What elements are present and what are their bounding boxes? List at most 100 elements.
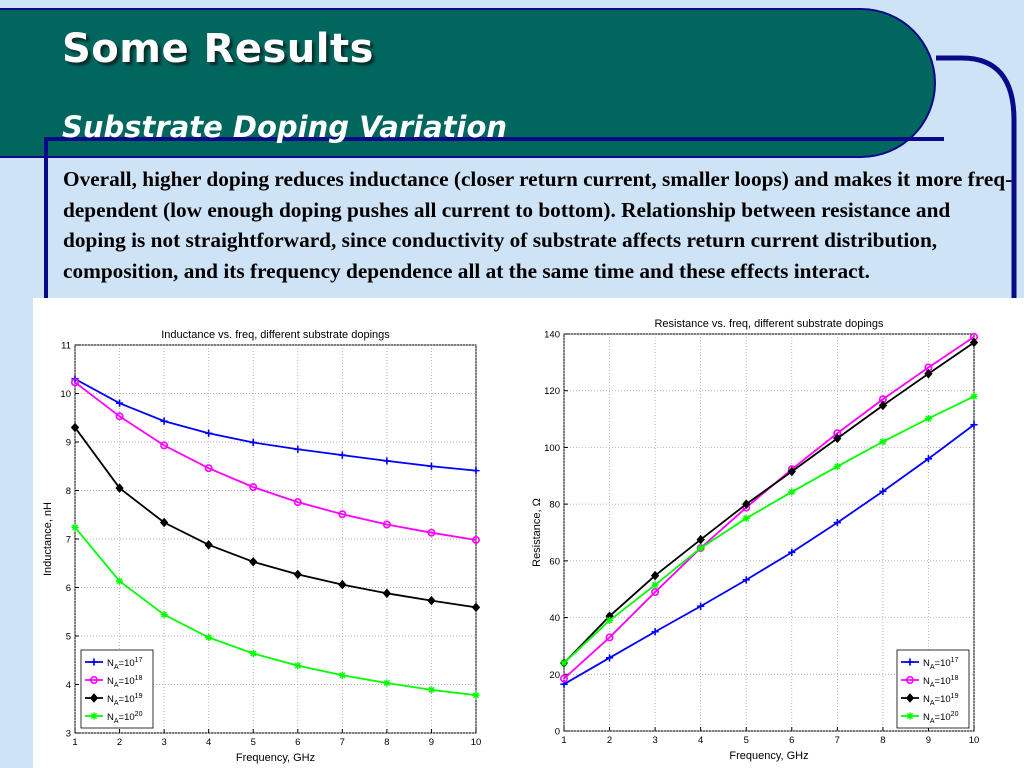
x-tick-label: 9 (429, 737, 434, 748)
series-line (74, 426, 477, 609)
data-point-circle (559, 674, 568, 683)
x-tick-label: 2 (607, 735, 612, 746)
data-point-star (338, 671, 346, 679)
x-tick-label: 6 (295, 737, 300, 748)
data-point-circle (382, 520, 391, 529)
x-tick-label: 7 (835, 735, 840, 746)
data-point-diamond (905, 693, 915, 703)
data-point-star (560, 659, 568, 667)
x-tick-label: 1 (72, 737, 77, 748)
series-line (74, 378, 477, 472)
series-17 (71, 375, 480, 475)
y-tick-label: 9 (66, 438, 71, 449)
y-tick-label: 7 (66, 535, 71, 546)
data-point-diamond (70, 422, 80, 433)
series-20 (71, 523, 480, 699)
y-tick-label: 140 (544, 330, 560, 341)
y-tick-label: 3 (66, 729, 71, 740)
data-point-star (742, 514, 750, 522)
series-line (563, 395, 975, 664)
data-point-star (651, 581, 659, 589)
data-point-circle (204, 464, 213, 473)
x-tick-label: 8 (880, 735, 885, 746)
data-point-plus (383, 457, 391, 465)
y-tick-label: 4 (66, 680, 71, 691)
chart-title: Resistance vs. freq, different substrate… (654, 318, 884, 330)
frame-horizontal-line (44, 137, 944, 141)
data-point-circle (338, 510, 347, 519)
legend: NA=1017 NA=1018 NA=1019 NA=1020 (80, 649, 154, 729)
data-point-diamond (382, 588, 392, 599)
data-point-diamond (249, 557, 258, 567)
data-point-plus (294, 445, 302, 453)
data-point-circle (471, 535, 480, 544)
data-point-diamond (159, 517, 169, 528)
data-point-diamond (204, 540, 213, 550)
series-18 (70, 378, 480, 544)
data-point-star (115, 577, 124, 585)
legend-label: NA=1019 (107, 693, 143, 707)
data-point-plus (833, 518, 841, 527)
x-tick-label: 4 (206, 737, 211, 748)
data-point-plus (970, 421, 978, 429)
chart-2: 1 2 3 4 5 6 7 8 9 10020406080100120140Resistance … (531, 318, 979, 762)
data-point-star (160, 611, 168, 619)
data-point-diamond (427, 595, 436, 606)
y-tick-label: 0 (555, 727, 560, 738)
data-point-circle (605, 633, 614, 642)
x-tick-label: 5 (251, 737, 256, 748)
data-point-plus (697, 602, 705, 610)
slide-title: Some Results (62, 26, 374, 72)
y-tick-label: 20 (549, 670, 560, 681)
x-tick-label: 7 (340, 737, 345, 748)
data-point-star (294, 661, 302, 670)
y-tick-label: 40 (549, 613, 560, 624)
legend: NA=1017 NA=1018 NA=1019 NA=1020 (896, 649, 970, 729)
data-point-star (383, 679, 391, 687)
data-point-circle (651, 588, 660, 597)
data-point-star (205, 633, 213, 642)
data-point-circle (89, 675, 98, 684)
slide-body-text: Overall, higher doping reduces inductanc… (63, 167, 1013, 283)
legend-label: NA=1017 (923, 657, 959, 671)
series-line (563, 424, 975, 685)
data-point-plus (472, 467, 480, 475)
legend-label: NA=1020 (107, 711, 143, 725)
y-tick-label: 5 (66, 632, 71, 643)
x-tick-label: 1 (561, 735, 566, 746)
data-point-star (788, 488, 796, 496)
data-point-star (472, 691, 480, 699)
x-tick-label: 2 (117, 737, 122, 748)
y-tick-label: 10 (60, 389, 71, 400)
y-axis-label: Inductance, nH (42, 502, 54, 576)
y-tick-label: 11 (61, 341, 71, 352)
legend-label: NA=1017 (107, 657, 143, 671)
data-point-circle (427, 528, 436, 537)
frame-vertical-line (44, 137, 48, 307)
data-point-diamond (878, 400, 888, 411)
data-point-diamond (924, 368, 933, 379)
y-tick-label: 6 (66, 583, 71, 594)
data-point-plus (160, 417, 168, 425)
y-tick-label: 60 (549, 556, 560, 567)
data-point-star (249, 649, 257, 658)
data-point-circle (293, 498, 302, 507)
data-point-diamond (89, 693, 99, 703)
data-point-plus (427, 462, 436, 470)
data-point-diamond (696, 534, 705, 545)
x-tick-label: 4 (698, 735, 703, 746)
data-point-circle (160, 441, 169, 450)
data-point-circle (249, 483, 258, 492)
data-point-star (924, 414, 933, 423)
data-point-diamond (787, 466, 796, 477)
data-point-plus (879, 487, 887, 495)
y-tick-label: 120 (544, 386, 560, 397)
plots-area: 1 2 3 4 5 6 7 8 9 10 3 4 5 6 7 8 9 10 11 Inductance vs. fre… (33, 298, 1024, 768)
chart-1: 1 2 3 4 5 6 7 8 9 10 3 4 5 6 7 8 9 10 11 Inductance vs. fre… (42, 329, 481, 764)
data-point-plus (338, 451, 346, 459)
legend-label: NA=1019 (923, 693, 959, 707)
data-point-circle (115, 412, 124, 421)
series-19 (70, 422, 481, 613)
